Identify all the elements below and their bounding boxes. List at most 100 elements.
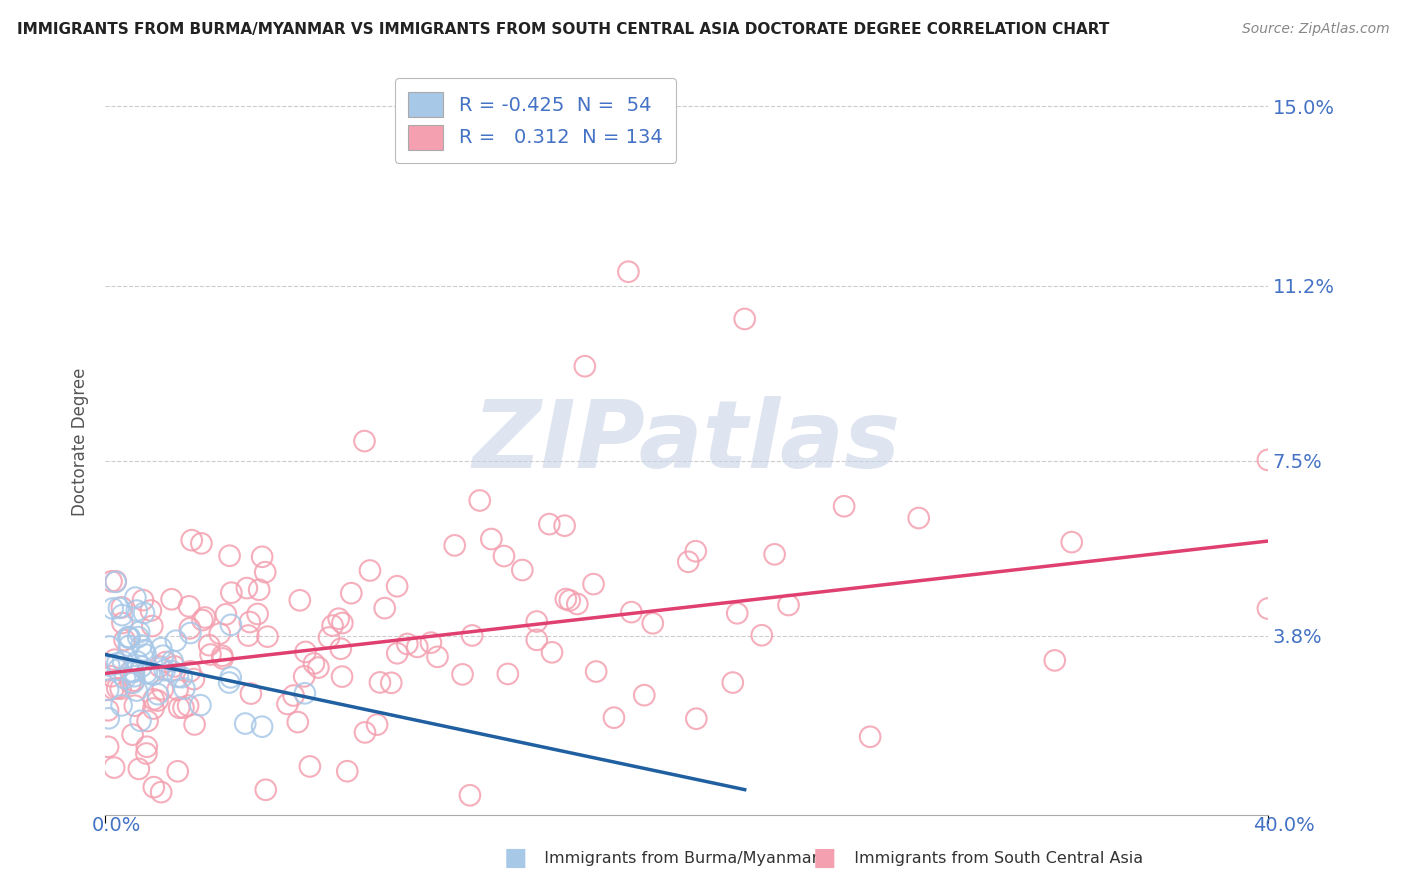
- Point: [152, 682, 174, 697]
- Point: [105, 681, 128, 695]
- Point: [322, 618, 344, 632]
- Point: [104, 653, 127, 667]
- Point: [246, 607, 269, 621]
- Point: [366, 717, 388, 731]
- Point: [247, 582, 270, 597]
- Point: [215, 607, 238, 622]
- Point: [121, 728, 143, 742]
- Point: [179, 665, 201, 679]
- Point: [492, 549, 515, 563]
- Point: [146, 693, 169, 707]
- Point: [160, 592, 183, 607]
- Point: [173, 681, 195, 696]
- Point: [132, 606, 155, 620]
- Point: [585, 665, 607, 679]
- Point: [124, 698, 146, 713]
- Point: [131, 639, 153, 653]
- Point: [544, 123, 567, 137]
- Point: [118, 639, 141, 653]
- Point: [443, 538, 465, 552]
- Point: [124, 669, 146, 683]
- Point: [170, 670, 193, 684]
- Point: [219, 670, 242, 684]
- Point: [387, 646, 409, 660]
- Point: [135, 747, 157, 761]
- Point: [211, 651, 233, 665]
- Point: [135, 665, 157, 680]
- Point: [250, 720, 273, 734]
- Point: [100, 669, 122, 683]
- Point: [166, 682, 188, 697]
- Point: [98, 640, 121, 654]
- Point: [233, 716, 256, 731]
- Point: [751, 628, 773, 642]
- Point: [721, 675, 744, 690]
- Point: [173, 700, 195, 714]
- Point: [218, 675, 240, 690]
- Point: [122, 665, 145, 679]
- Point: [558, 593, 581, 607]
- Point: [190, 536, 212, 550]
- Point: [142, 667, 165, 681]
- Point: [163, 659, 186, 673]
- Point: [541, 645, 564, 659]
- Point: [111, 608, 134, 623]
- Point: [685, 712, 707, 726]
- Point: [221, 585, 243, 599]
- Point: [142, 780, 165, 794]
- Point: [276, 697, 298, 711]
- Point: [153, 663, 176, 677]
- Point: [250, 549, 273, 564]
- Point: [108, 600, 131, 615]
- Point: [451, 667, 474, 681]
- Point: [125, 603, 148, 617]
- Point: [98, 658, 121, 673]
- Point: [155, 655, 177, 669]
- Point: [336, 764, 359, 779]
- Point: [1257, 601, 1279, 615]
- Point: [127, 655, 149, 669]
- Point: [138, 666, 160, 681]
- Point: [283, 689, 305, 703]
- Point: [131, 659, 153, 673]
- Point: [353, 434, 375, 448]
- Point: [554, 518, 576, 533]
- Point: [211, 648, 233, 663]
- Point: [385, 579, 408, 593]
- Point: [419, 635, 441, 649]
- Point: [97, 682, 120, 697]
- Point: [330, 615, 353, 630]
- Point: [554, 592, 576, 607]
- Point: [617, 265, 640, 279]
- Point: [150, 641, 173, 656]
- Point: [238, 628, 260, 642]
- Point: [354, 725, 377, 739]
- Point: [396, 637, 419, 651]
- Point: [685, 544, 707, 558]
- Text: 0.0%: 0.0%: [91, 815, 141, 835]
- Point: [603, 711, 626, 725]
- Text: ■: ■: [813, 847, 837, 870]
- Point: [254, 782, 277, 797]
- Point: [114, 633, 136, 648]
- Text: IMMIGRANTS FROM BURMA/MYANMAR VS IMMIGRANTS FROM SOUTH CENTRAL ASIA DOCTORATE DE: IMMIGRANTS FROM BURMA/MYANMAR VS IMMIGRA…: [17, 22, 1109, 37]
- Point: [120, 665, 142, 679]
- Point: [166, 670, 188, 684]
- Point: [318, 631, 340, 645]
- Point: [302, 657, 325, 671]
- Point: [120, 676, 142, 690]
- Point: [97, 739, 120, 754]
- Point: [298, 759, 321, 773]
- Point: [142, 692, 165, 706]
- Point: [142, 701, 165, 715]
- Point: [678, 555, 700, 569]
- Point: [292, 669, 315, 683]
- Point: [107, 663, 129, 677]
- Point: [135, 648, 157, 662]
- Text: Immigrants from South Central Asia: Immigrants from South Central Asia: [844, 851, 1143, 865]
- Point: [160, 664, 183, 678]
- Point: [1257, 453, 1279, 467]
- Point: [166, 764, 188, 779]
- Point: [111, 615, 134, 630]
- Point: [129, 714, 152, 728]
